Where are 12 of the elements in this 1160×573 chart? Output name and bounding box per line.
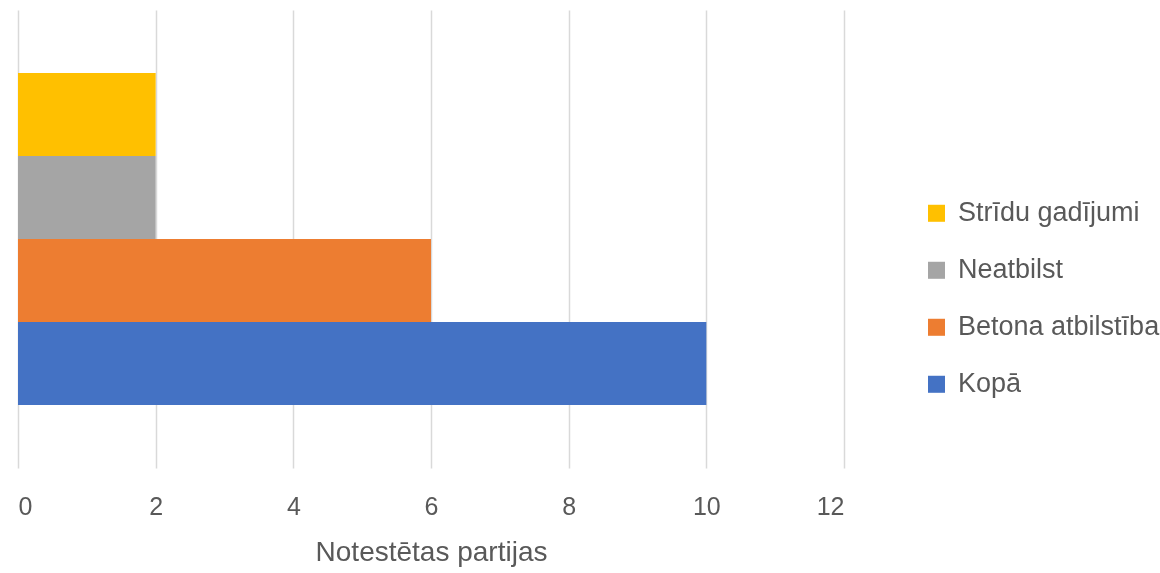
x-tick-label: 8 xyxy=(562,491,577,520)
legend-label: Kopā xyxy=(958,368,1023,399)
x-tick-label: 10 xyxy=(692,491,721,520)
legend-label: Neatbilst xyxy=(958,254,1064,285)
x-tick-label: 12 xyxy=(816,491,845,520)
legend-label: Strīdu gadījumi xyxy=(958,197,1140,228)
x-tick-label: 6 xyxy=(424,491,439,520)
legend-label: Betona atbilstība xyxy=(958,311,1160,342)
x-tick-label: 0 xyxy=(18,491,33,520)
x-axis-title: Notestētas partijas xyxy=(315,535,548,567)
x-tick-label: 2 xyxy=(149,491,164,520)
x-tick-label: 4 xyxy=(286,491,301,520)
